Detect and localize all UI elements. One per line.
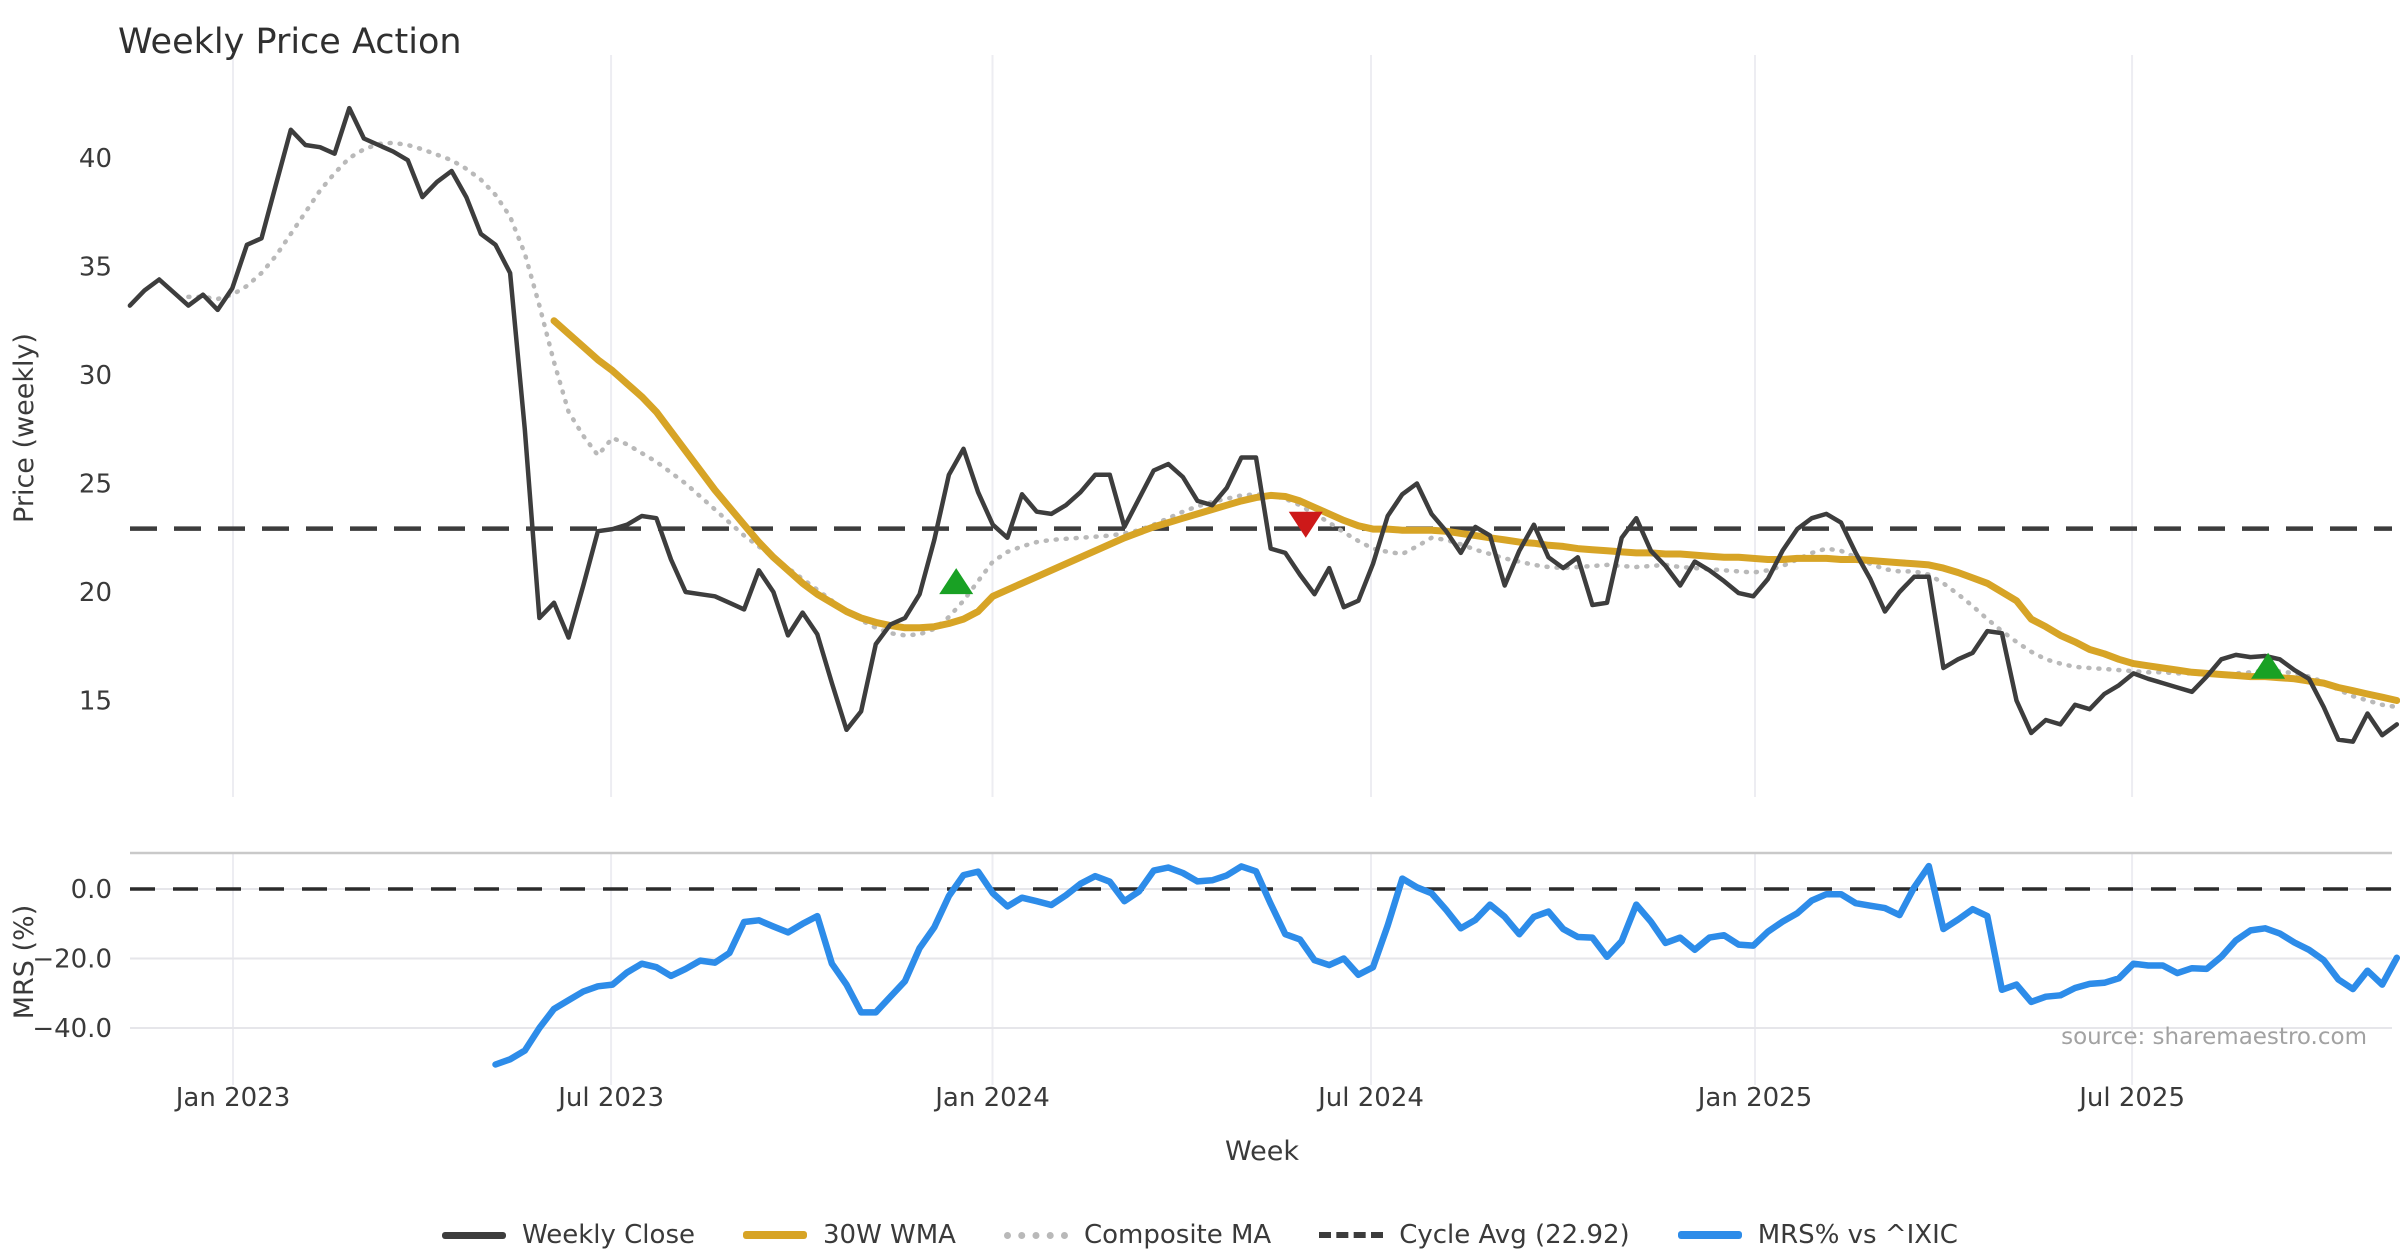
buy-signal-triangle-icon	[939, 568, 974, 595]
y-axis-title-mrs: MRS (%)	[9, 905, 40, 1020]
xtick-label: Jul 2025	[2077, 1083, 2185, 1113]
price-ytick-label: 35	[79, 253, 112, 283]
signal-marker-layer	[939, 511, 2286, 679]
legend-item-weekly-close: Weekly Close	[442, 1220, 695, 1250]
legend-swatch-dashed-line-icon	[1319, 1232, 1384, 1238]
tick-label-layer: 40 35 30 25 20 15 0.0 −20.0 −40.0 Jan 2023 Jul 202…	[32, 144, 2185, 1113]
price-ytick-label: 15	[79, 687, 112, 717]
series-layer	[127, 105, 2400, 1068]
series-30w-wma	[550, 317, 2400, 704]
legend-label: 30W WMA	[822, 1220, 956, 1250]
y-axis-title-price: Price (weekly)	[9, 333, 40, 523]
price-ytick-label: 25	[79, 470, 112, 500]
sell-signal-triangle-icon	[1288, 511, 1323, 538]
legend-label: Composite MA	[1083, 1220, 1272, 1250]
xtick-label: Jul 2024	[1316, 1083, 1424, 1113]
legend-swatch-blue-line-icon	[1677, 1231, 1742, 1239]
legend-item-cycle-avg: Cycle Avg (22.92)	[1319, 1220, 1630, 1250]
legend-swatch-solid-line-icon	[442, 1231, 507, 1239]
legend-item-30w-wma: 30W WMA	[742, 1220, 956, 1250]
price-ytick-label: 40	[79, 144, 112, 174]
chart-legend: Weekly Close 30W WMA Composite MA Cycle …	[0, 1220, 2400, 1250]
legend-item-composite-ma: Composite MA	[1003, 1220, 1272, 1250]
mrs-ytick-label: −40.0	[32, 1014, 112, 1044]
price-ytick-label: 30	[79, 361, 112, 391]
xtick-label: Jan 2023	[174, 1083, 291, 1113]
legend-label: Cycle Avg (22.92)	[1399, 1220, 1630, 1250]
mrs-ytick-label: −20.0	[32, 945, 112, 975]
legend-swatch-dotted-line-icon	[1003, 1231, 1068, 1239]
source-note: source: sharemaestro.com	[2061, 1024, 2367, 1050]
series-mrs	[492, 862, 2400, 1068]
buy-signal-triangle-icon	[2251, 652, 2286, 679]
xtick-label: Jul 2023	[556, 1083, 664, 1113]
series-composite-ma	[186, 140, 2400, 710]
legend-label: MRS% vs ^IXIC	[1757, 1220, 1958, 1250]
mrs-ytick-label: 0.0	[71, 875, 112, 905]
legend-item-mrs: MRS% vs ^IXIC	[1677, 1220, 1958, 1250]
legend-label: Weekly Close	[522, 1220, 695, 1250]
price-ytick-label: 20	[79, 578, 112, 608]
chart-title: Weekly Price Action	[118, 22, 462, 62]
xtick-label: Jan 2024	[933, 1083, 1050, 1113]
series-weekly-close	[127, 105, 2400, 744]
xtick-label: Jan 2025	[1696, 1083, 1813, 1113]
x-axis-title: Week	[1225, 1136, 1299, 1167]
legend-swatch-gold-line-icon	[742, 1231, 807, 1239]
